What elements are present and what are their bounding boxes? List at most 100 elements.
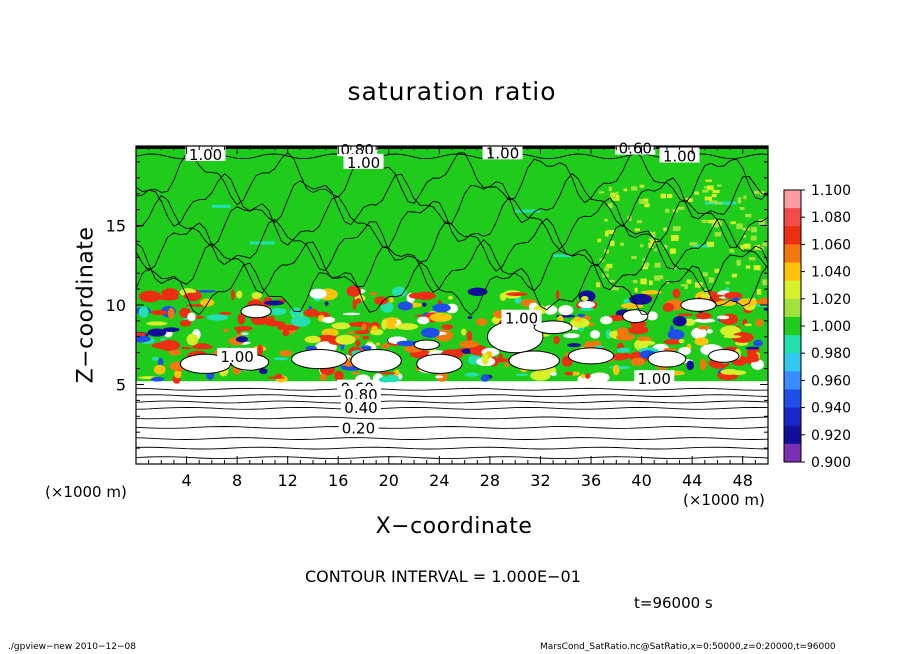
heatmap-cell: [355, 339, 361, 347]
heatmap-cell: [435, 375, 444, 379]
colorbar-swatch: [784, 280, 801, 300]
heatmap-cell: [466, 330, 473, 343]
heatmap-cell: [672, 226, 681, 232]
heatmap-cell: [334, 370, 344, 382]
heatmap-cell: [706, 329, 713, 334]
colorbar-label: 1.020: [811, 292, 851, 308]
heatmap-field: [136, 146, 768, 464]
y-tick-label: 15: [106, 217, 126, 236]
heatmap-cell: [694, 282, 703, 288]
heatmap-cell: [467, 287, 488, 297]
heatmap-cell: [563, 333, 580, 339]
colorbar-swatch: [784, 208, 801, 227]
contour-label: 0.60: [619, 140, 652, 158]
heatmap-cell: [646, 311, 658, 321]
contour-label-bg: [340, 398, 381, 414]
heatmap-cell: [504, 362, 510, 368]
heatmap-cell: [730, 221, 736, 225]
heatmap-cell: [729, 248, 735, 253]
heatmap-cell: [461, 328, 467, 336]
y-axis-label: Z−coordinate: [73, 226, 99, 384]
heatmap-cell: [739, 207, 745, 211]
x-axis-label: X−coordinate: [375, 514, 533, 539]
heatmap-cell: [694, 191, 699, 195]
heatmap-cell: [610, 192, 618, 196]
heatmap-cell: [710, 294, 724, 297]
heatmap-cell: [609, 196, 616, 199]
heatmap-cell: [589, 372, 610, 383]
heatmap-cell: [555, 289, 560, 300]
heatmap-cell: [712, 190, 720, 194]
heatmap-cell: [162, 327, 180, 333]
heatmap-cell: [157, 339, 181, 351]
heatmap-cell: [570, 371, 581, 376]
heatmap-cell: [616, 333, 635, 341]
heatmap-cell: [221, 311, 232, 315]
heatmap-cell: [697, 325, 711, 330]
heatmap-cell: [279, 350, 292, 357]
heatmap-cell: [731, 273, 737, 278]
chart-title: saturation ratio: [347, 77, 557, 106]
heatmap-cell: [351, 371, 361, 375]
heatmap-cell: [319, 373, 328, 381]
colorbar-swatch: [784, 335, 801, 354]
heatmap-cell: [608, 203, 613, 209]
heatmap-cell: [147, 328, 167, 337]
heatmap-cell: [362, 335, 370, 340]
colorbar-label: 1.060: [811, 237, 851, 253]
colorbar-label: 0.900: [811, 455, 851, 471]
heatmap-cell: [374, 296, 389, 305]
heatmap-cell: [223, 328, 229, 333]
heatmap-cell: [441, 324, 454, 330]
heatmap-cell: [505, 292, 528, 297]
heatmap-cell: [578, 300, 596, 309]
x-tick-label: 16: [328, 471, 348, 490]
heatmap-cell: [348, 321, 372, 327]
heatmap-cell: [756, 289, 762, 295]
heatmap-cell: [599, 191, 605, 194]
heatmap-cell: [745, 213, 752, 218]
heatmap-cell: [499, 292, 507, 301]
heatmap-cell: [580, 296, 589, 302]
contour-label-bg: [343, 153, 384, 169]
heatmap-cell: [480, 374, 490, 382]
colorbar-label: 1.000: [811, 319, 851, 335]
heatmap-cell: [660, 193, 666, 199]
heatmap-cell: [720, 313, 739, 325]
heatmap-cell: [642, 262, 650, 267]
heatmap-cell: [628, 325, 649, 335]
heatmap-cell: [639, 184, 645, 188]
heatmap-cell: [677, 313, 694, 317]
heatmap-cell: [573, 316, 583, 322]
heatmap-cell: [249, 241, 275, 245]
heatmap-cell: [706, 241, 715, 247]
heatmap-cell: [180, 346, 192, 350]
heatmap-cell: [629, 293, 652, 305]
contour-label-bg: [338, 419, 379, 435]
heatmap-cell: [515, 209, 541, 213]
heatmap-cell: [743, 195, 747, 200]
heatmap-cell: [702, 189, 709, 193]
heatmap-cell: [743, 243, 751, 249]
heatmap-cell: [763, 307, 768, 311]
heatmap-cell: [514, 296, 522, 304]
heatmap-cell: [711, 193, 717, 198]
heatmap-cell: [631, 256, 637, 259]
heatmap-cell: [705, 179, 713, 182]
heatmap-cell: [684, 283, 688, 290]
heatmap-cell: [725, 281, 731, 285]
colorbar-swatch: [784, 298, 801, 318]
heatmap-cell: [282, 329, 290, 337]
heatmap-cell: [567, 343, 581, 348]
heatmap-cell: [398, 373, 403, 380]
heatmap-cell: [654, 262, 661, 268]
contour-label-bg: [615, 139, 656, 155]
colorbar: 1.100 1.080 1.060 1.040 1.020 1.000 0.980 0.960…: [783, 183, 851, 471]
colorbar-swatch: [784, 262, 801, 282]
contour-line: [136, 446, 768, 450]
colorbar-swatch: [784, 190, 801, 209]
contour-line: [136, 217, 768, 272]
colorbar-swatch: [784, 316, 801, 336]
contour-line: [136, 387, 768, 391]
heatmap-cell: [663, 227, 667, 232]
